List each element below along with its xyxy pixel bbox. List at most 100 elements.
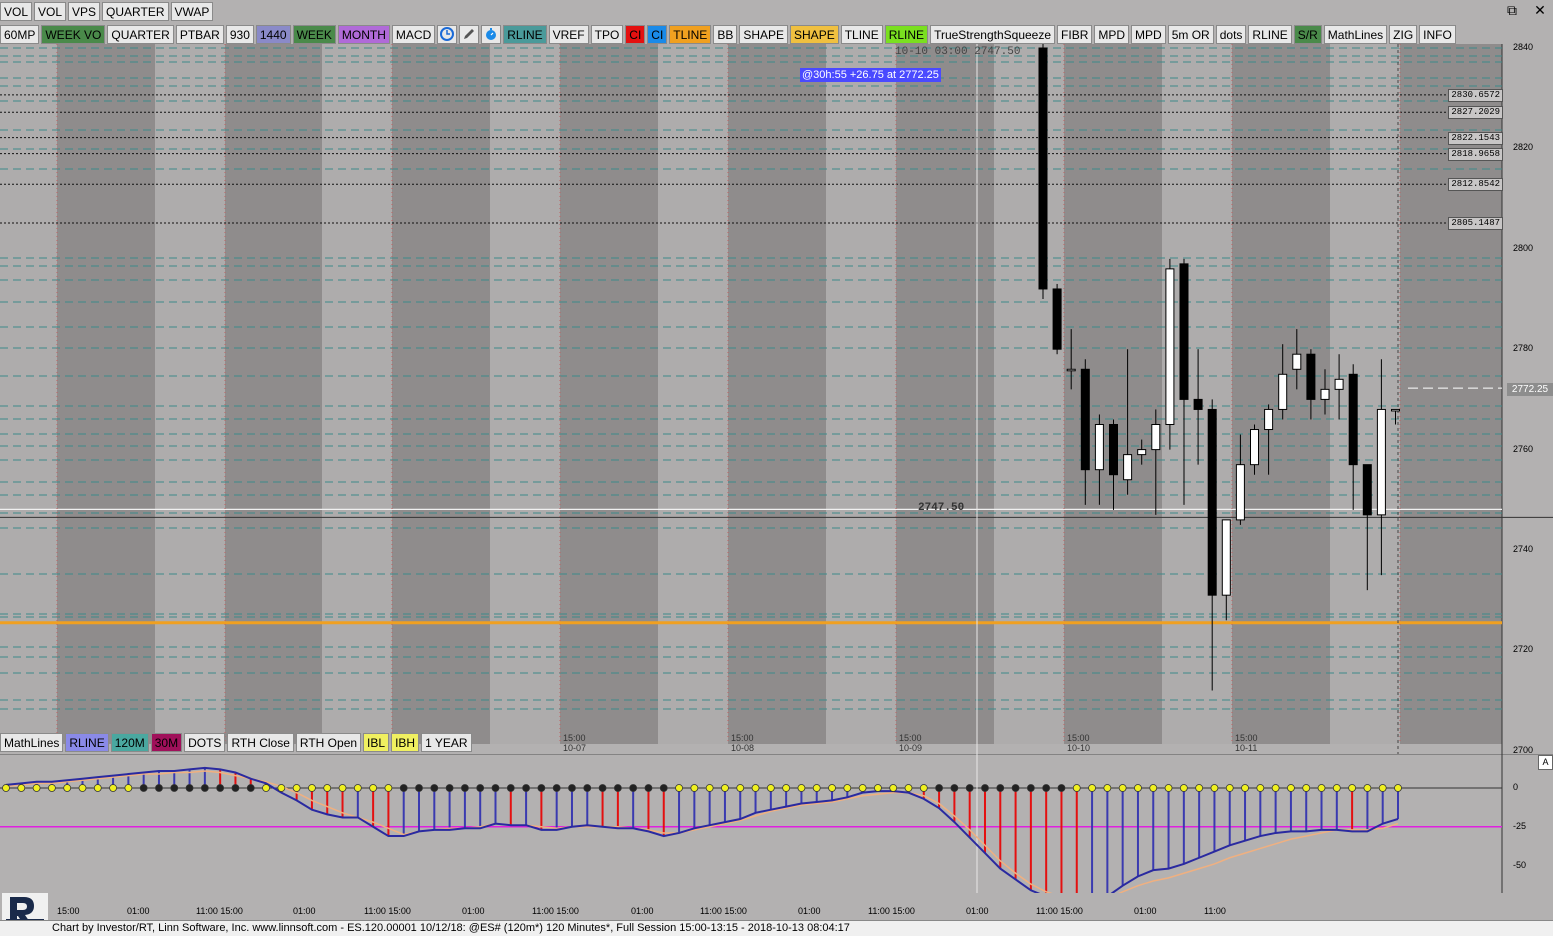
tb2-5m-or-button[interactable]: 5m OR bbox=[1167, 24, 1214, 44]
tb3-rth-open-button[interactable]: RTH Open bbox=[295, 732, 362, 752]
tb2-mpd-button[interactable]: MPD bbox=[1131, 24, 1166, 44]
tb1-vol-button[interactable]: VOL bbox=[34, 1, 67, 21]
tb2-ci-button[interactable]: CI bbox=[647, 24, 668, 44]
tb3-rth-close-button[interactable]: RTH Close bbox=[227, 732, 294, 752]
indicator-chart[interactable] bbox=[0, 754, 1553, 893]
signal-dot bbox=[430, 784, 439, 792]
signal-dot bbox=[262, 784, 270, 792]
session-date-label: 10-07 bbox=[563, 743, 587, 753]
tb2-truestrengthsqueeze-button[interactable]: TrueStrengthSqueeze bbox=[930, 24, 1056, 44]
tb2-week-vo-button[interactable]: WEEK VO bbox=[41, 24, 106, 44]
candle-body bbox=[1066, 368, 1076, 372]
candle bbox=[1052, 283, 1062, 355]
price-chart[interactable] bbox=[0, 44, 1553, 754]
tb2-quarter-button[interactable]: QUARTER bbox=[107, 24, 174, 44]
signal-dot bbox=[1225, 784, 1234, 792]
candle bbox=[1151, 409, 1161, 515]
tb2-zig-button[interactable]: ZIG bbox=[1389, 24, 1418, 44]
candle bbox=[1109, 419, 1118, 510]
tb3-1-year-button[interactable]: 1 YEAR bbox=[421, 732, 472, 752]
tb3-mathlines-button[interactable]: MathLines bbox=[0, 732, 64, 752]
restore-window-icon[interactable]: ⧉ bbox=[1507, 1, 1517, 18]
signal-dot bbox=[1011, 784, 1020, 792]
candle bbox=[1250, 424, 1259, 475]
candle bbox=[1179, 258, 1189, 505]
indicator-tick-label: -25 bbox=[1513, 820, 1527, 831]
signal-dot bbox=[1072, 784, 1081, 792]
top-toolbar: VOL VOL VPS QUARTER VWAP bbox=[0, 0, 214, 22]
candle bbox=[1207, 399, 1217, 691]
level-price-tag: 2805.1487 bbox=[1448, 216, 1503, 230]
time-tick-label: 11:00 15:00 bbox=[1036, 906, 1083, 916]
tb3-rline-button[interactable]: RLINE bbox=[65, 732, 109, 752]
tb2-vref-button[interactable]: VREF bbox=[548, 24, 589, 44]
tb2-rline-button[interactable]: RLINE bbox=[503, 24, 547, 44]
tb2-mathlines-button[interactable]: MathLines bbox=[1323, 24, 1388, 44]
tb2-s-r-button[interactable]: S/R bbox=[1293, 24, 1322, 44]
indicator-a-button[interactable]: A bbox=[1538, 755, 1553, 770]
tb3-ibh-button[interactable]: IBH bbox=[391, 732, 420, 752]
time-tick-label: 11:00 15:00 bbox=[868, 906, 915, 916]
signal-dot bbox=[858, 784, 867, 792]
tb2-tpo-button[interactable]: TPO bbox=[590, 24, 624, 44]
tb3-ibl-button[interactable]: IBL bbox=[363, 732, 390, 752]
session-band bbox=[1064, 44, 1162, 744]
tb1-quarter-button[interactable]: QUARTER bbox=[102, 1, 169, 21]
tb2-60mp-button[interactable]: 60MP bbox=[0, 24, 40, 44]
session-band bbox=[392, 44, 490, 744]
indicator-tick-label: -50 bbox=[1513, 859, 1527, 870]
tb1-vol-button[interactable]: VOL bbox=[0, 1, 33, 21]
signal-dot bbox=[568, 784, 576, 792]
signal-dot bbox=[200, 784, 209, 792]
tb3-30m-button[interactable]: 30M bbox=[150, 732, 183, 752]
tb2-ci-button[interactable]: CI bbox=[625, 24, 646, 44]
level-price-tag: 2827.2029 bbox=[1448, 106, 1503, 120]
candle-body bbox=[1165, 268, 1175, 425]
level-price-label: 2747.50 bbox=[918, 502, 965, 514]
last-price-tag: 2772.25 bbox=[1507, 383, 1553, 396]
tb2-mpd-button[interactable]: MPD bbox=[1094, 24, 1130, 44]
candle-body bbox=[1362, 464, 1372, 516]
tb2-bb-button[interactable]: BB bbox=[713, 24, 738, 44]
tb2-ptbar-button[interactable]: PTBAR bbox=[175, 24, 224, 44]
close-window-icon[interactable]: ✕ bbox=[1534, 1, 1546, 18]
candle bbox=[1080, 359, 1090, 505]
tb2-tline-button[interactable]: TLINE bbox=[840, 24, 883, 44]
stopwatch-icon[interactable] bbox=[481, 24, 502, 44]
candle-body bbox=[1292, 353, 1302, 370]
signal-dot bbox=[2, 784, 10, 792]
tb3-dots-button[interactable]: DOTS bbox=[184, 732, 226, 752]
tb1-vwap-button[interactable]: VWAP bbox=[170, 1, 214, 21]
tb2-shape-button[interactable]: SHAPE bbox=[790, 24, 839, 44]
tb2-tline-button[interactable]: TLINE bbox=[669, 24, 712, 44]
session-date-label: 10-10 bbox=[1067, 743, 1091, 753]
tb2-rline-button[interactable]: RLINE bbox=[884, 24, 929, 44]
tb2-shape-button[interactable]: SHAPE bbox=[739, 24, 789, 44]
tb2-month-button[interactable]: MONTH bbox=[337, 24, 390, 44]
tb2-930-button[interactable]: 930 bbox=[225, 24, 254, 44]
session-band bbox=[57, 44, 155, 744]
tb2-dots-button[interactable]: dots bbox=[1215, 24, 1247, 44]
signal-dot bbox=[93, 784, 102, 792]
tb2-1440-button[interactable]: 1440 bbox=[255, 24, 291, 44]
pencil-icon[interactable] bbox=[459, 24, 480, 44]
tb2-macd-button[interactable]: MACD bbox=[391, 24, 436, 44]
tb2-fibr-button[interactable]: FIBR bbox=[1057, 24, 1093, 44]
tb1-vps-button[interactable]: VPS bbox=[68, 1, 101, 21]
time-tick-label: 01:00 bbox=[631, 906, 654, 916]
signal-dot bbox=[1149, 784, 1158, 792]
signal-dot bbox=[1348, 784, 1357, 792]
signal-dot bbox=[124, 784, 133, 792]
tb3-120m-button[interactable]: 120M bbox=[110, 732, 149, 752]
signal-dot bbox=[491, 784, 500, 792]
tb2-week-button[interactable]: WEEK bbox=[292, 24, 336, 44]
signal-dot bbox=[583, 784, 592, 792]
signal-dot bbox=[965, 784, 974, 792]
tb2-rline-button[interactable]: RLINE bbox=[1248, 24, 1292, 44]
clock-icon[interactable] bbox=[437, 24, 458, 44]
signal-dot bbox=[78, 784, 87, 792]
signal-dot bbox=[246, 784, 255, 792]
signal-dot bbox=[690, 784, 699, 792]
tb2-info-button[interactable]: INFO bbox=[1419, 24, 1456, 44]
signal-dot bbox=[216, 784, 225, 792]
